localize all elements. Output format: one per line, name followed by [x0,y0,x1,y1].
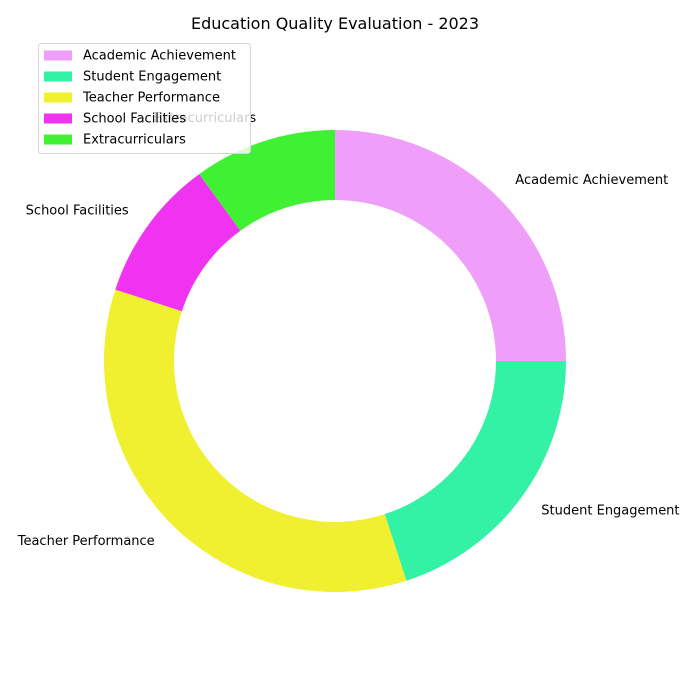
slice-label-teacher-performance: Teacher Performance [17,534,155,549]
legend-swatch-academic-achievement [44,50,72,61]
slice-label-academic-achievement: Academic Achievement [515,173,668,188]
legend-swatch-extracurriculars [44,134,72,145]
legend-label-school-facilities: School Facilities [83,112,186,127]
slice-teacher-performance [103,289,407,592]
slice-academic-achievement [335,130,566,361]
donut-slices [103,130,566,592]
legend-label-academic-achievement: Academic Achievement [83,49,236,64]
slice-label-school-facilities: School Facilities [26,204,129,219]
legend: Academic Achievement Student Engagement Te… [38,43,251,154]
legend-label-student-engagement: Student Engagement [83,70,221,85]
chart-title: Education Quality Evaluation - 2023 [191,14,479,33]
legend-swatch-student-engagement [44,71,72,82]
slice-extracurriculars [199,130,335,231]
legend-swatch-teacher-performance [44,92,72,103]
legend-label-extracurriculars: Extracurriculars [83,133,186,148]
slice-school-facilities [115,174,241,312]
legend-swatch-school-facilities [44,113,72,124]
legend-label-teacher-performance: Teacher Performance [82,91,220,106]
slice-label-student-engagement: Student Engagement [541,503,679,518]
legend-frame [38,43,251,154]
slice-student-engagement [384,361,566,581]
